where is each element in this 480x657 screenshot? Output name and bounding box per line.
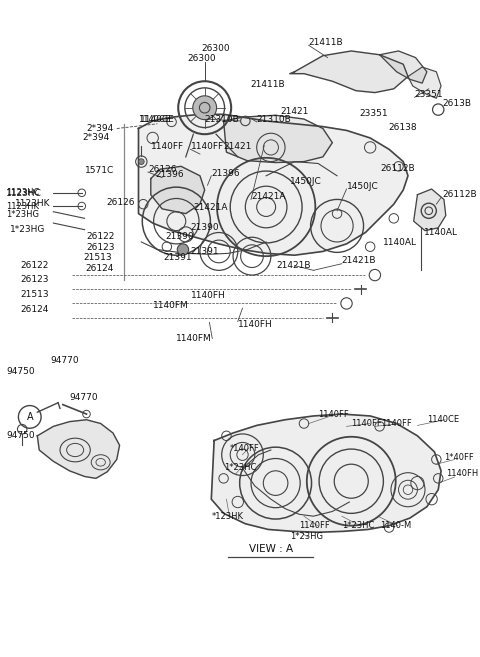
Text: 21513: 21513 (83, 253, 112, 262)
Text: 1140FH: 1140FH (191, 291, 226, 300)
Text: 26123: 26123 (20, 275, 49, 284)
Text: 1123HK: 1123HK (15, 199, 50, 208)
Text: 1*23HG: 1*23HG (290, 532, 323, 541)
Text: 1140FF: 1140FF (191, 142, 224, 151)
Polygon shape (414, 189, 446, 231)
Polygon shape (380, 51, 427, 83)
Text: 23351: 23351 (415, 90, 443, 99)
Text: 26123: 26123 (87, 242, 115, 252)
Text: VIEW : A: VIEW : A (249, 544, 293, 555)
Text: 1140FF: 1140FF (151, 142, 184, 151)
Polygon shape (139, 114, 408, 255)
Text: 1*23HC: 1*23HC (224, 463, 256, 472)
Polygon shape (151, 166, 204, 214)
Text: 1123HK: 1123HK (6, 202, 39, 210)
Text: 1140FH: 1140FH (238, 320, 273, 328)
Text: 26122: 26122 (87, 232, 115, 241)
Text: 94770: 94770 (70, 392, 98, 401)
Polygon shape (290, 51, 408, 93)
Polygon shape (224, 115, 332, 162)
Text: 1*23HG: 1*23HG (10, 225, 45, 234)
Text: 21421: 21421 (280, 107, 309, 116)
Text: 21396: 21396 (156, 170, 184, 179)
Text: 1140CE: 1140CE (140, 115, 175, 124)
Text: 26138: 26138 (388, 123, 417, 131)
Text: 21310B: 21310B (205, 115, 240, 124)
Text: 21390: 21390 (166, 232, 194, 241)
Text: 21396: 21396 (211, 170, 240, 179)
Text: 1140FF: 1140FF (382, 419, 412, 428)
Text: 2*394: 2*394 (86, 124, 114, 133)
Polygon shape (37, 420, 120, 478)
Text: 26112B: 26112B (442, 191, 477, 199)
Text: 21421B: 21421B (276, 261, 311, 270)
Polygon shape (211, 414, 441, 532)
Text: *140FF: *140FF (230, 443, 260, 453)
Text: 1140FF: 1140FF (351, 419, 382, 428)
Text: 21411B: 21411B (250, 80, 285, 89)
Text: 94750: 94750 (6, 367, 35, 376)
Text: 1140AL: 1140AL (424, 228, 458, 237)
Text: 2*394: 2*394 (82, 133, 109, 142)
Text: 1450JC: 1450JC (347, 182, 378, 191)
Text: 26300: 26300 (201, 44, 230, 53)
Text: 1123HC: 1123HC (6, 189, 39, 197)
Text: 1450JC: 1450JC (289, 177, 321, 187)
Text: 26124: 26124 (20, 305, 48, 313)
Text: 1140FM: 1140FM (176, 334, 212, 343)
Text: 1*40FF: 1*40FF (444, 453, 474, 462)
Text: 1140AL: 1140AL (383, 238, 417, 247)
Text: 21513: 21513 (20, 290, 49, 300)
Text: 1140CE: 1140CE (139, 114, 170, 124)
Text: A: A (26, 412, 33, 422)
Text: 1140-M: 1140-M (380, 521, 411, 530)
Text: 21411B: 21411B (309, 38, 343, 47)
Text: 26126: 26126 (107, 198, 135, 207)
Text: 26112B: 26112B (381, 164, 416, 173)
Circle shape (177, 244, 189, 255)
Circle shape (193, 96, 216, 120)
Text: 26122: 26122 (20, 261, 48, 270)
Text: 1140CE: 1140CE (427, 415, 459, 424)
Text: 1*23HC: 1*23HC (342, 521, 374, 530)
Text: 21391: 21391 (191, 247, 219, 256)
Text: 21310B: 21310B (257, 114, 291, 124)
Text: 94770: 94770 (50, 356, 79, 365)
Text: 26126: 26126 (148, 165, 177, 173)
Text: 1571C: 1571C (85, 166, 115, 175)
Text: 1140FM: 1140FM (154, 301, 189, 310)
Polygon shape (408, 67, 441, 99)
Text: 21421A: 21421A (194, 204, 228, 212)
Text: 23351: 23351 (359, 109, 388, 118)
Text: 1*23HG: 1*23HG (6, 210, 39, 219)
Text: 21421: 21421 (223, 142, 251, 151)
Text: 94750: 94750 (6, 432, 35, 440)
Text: 26124: 26124 (86, 263, 114, 273)
Text: *123HK: *123HK (211, 512, 243, 521)
Text: 1140FF: 1140FF (318, 409, 349, 419)
Text: 21421B: 21421B (342, 256, 376, 265)
Text: 1123HC: 1123HC (6, 189, 42, 198)
Text: 1140FH: 1140FH (446, 469, 478, 478)
Text: 21391: 21391 (163, 253, 192, 262)
Text: 1140FF: 1140FF (299, 521, 330, 530)
Circle shape (139, 159, 144, 164)
Text: 2613B: 2613B (442, 99, 471, 108)
Text: 26300: 26300 (188, 54, 216, 63)
Text: 21421A: 21421A (251, 192, 286, 201)
Text: 21390: 21390 (191, 223, 219, 233)
